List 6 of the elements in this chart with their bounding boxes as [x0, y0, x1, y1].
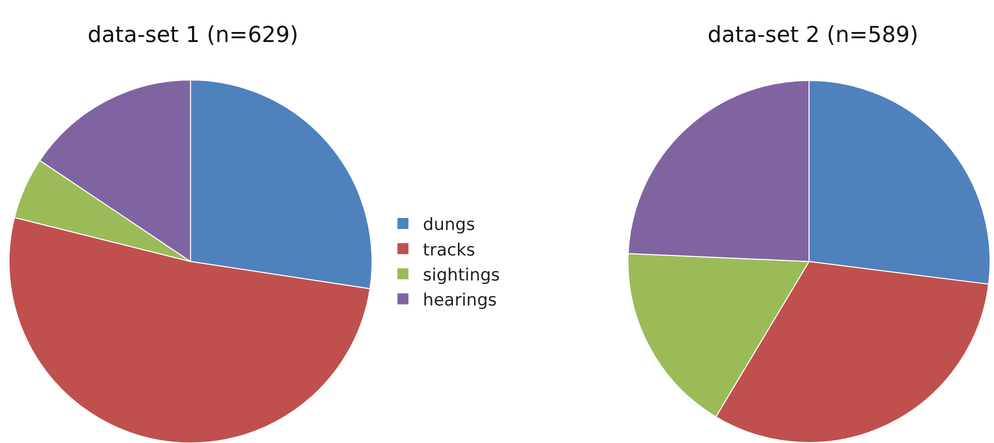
chart-title: data-set 1 (n=629): [88, 22, 298, 48]
legend-label: tracks: [422, 240, 476, 260]
legend-label: sightings: [422, 265, 500, 286]
legend-label: hearings: [422, 290, 497, 310]
chart-title: data-set 2 (n=589): [708, 22, 918, 48]
legend-label: dungs: [422, 215, 476, 236]
